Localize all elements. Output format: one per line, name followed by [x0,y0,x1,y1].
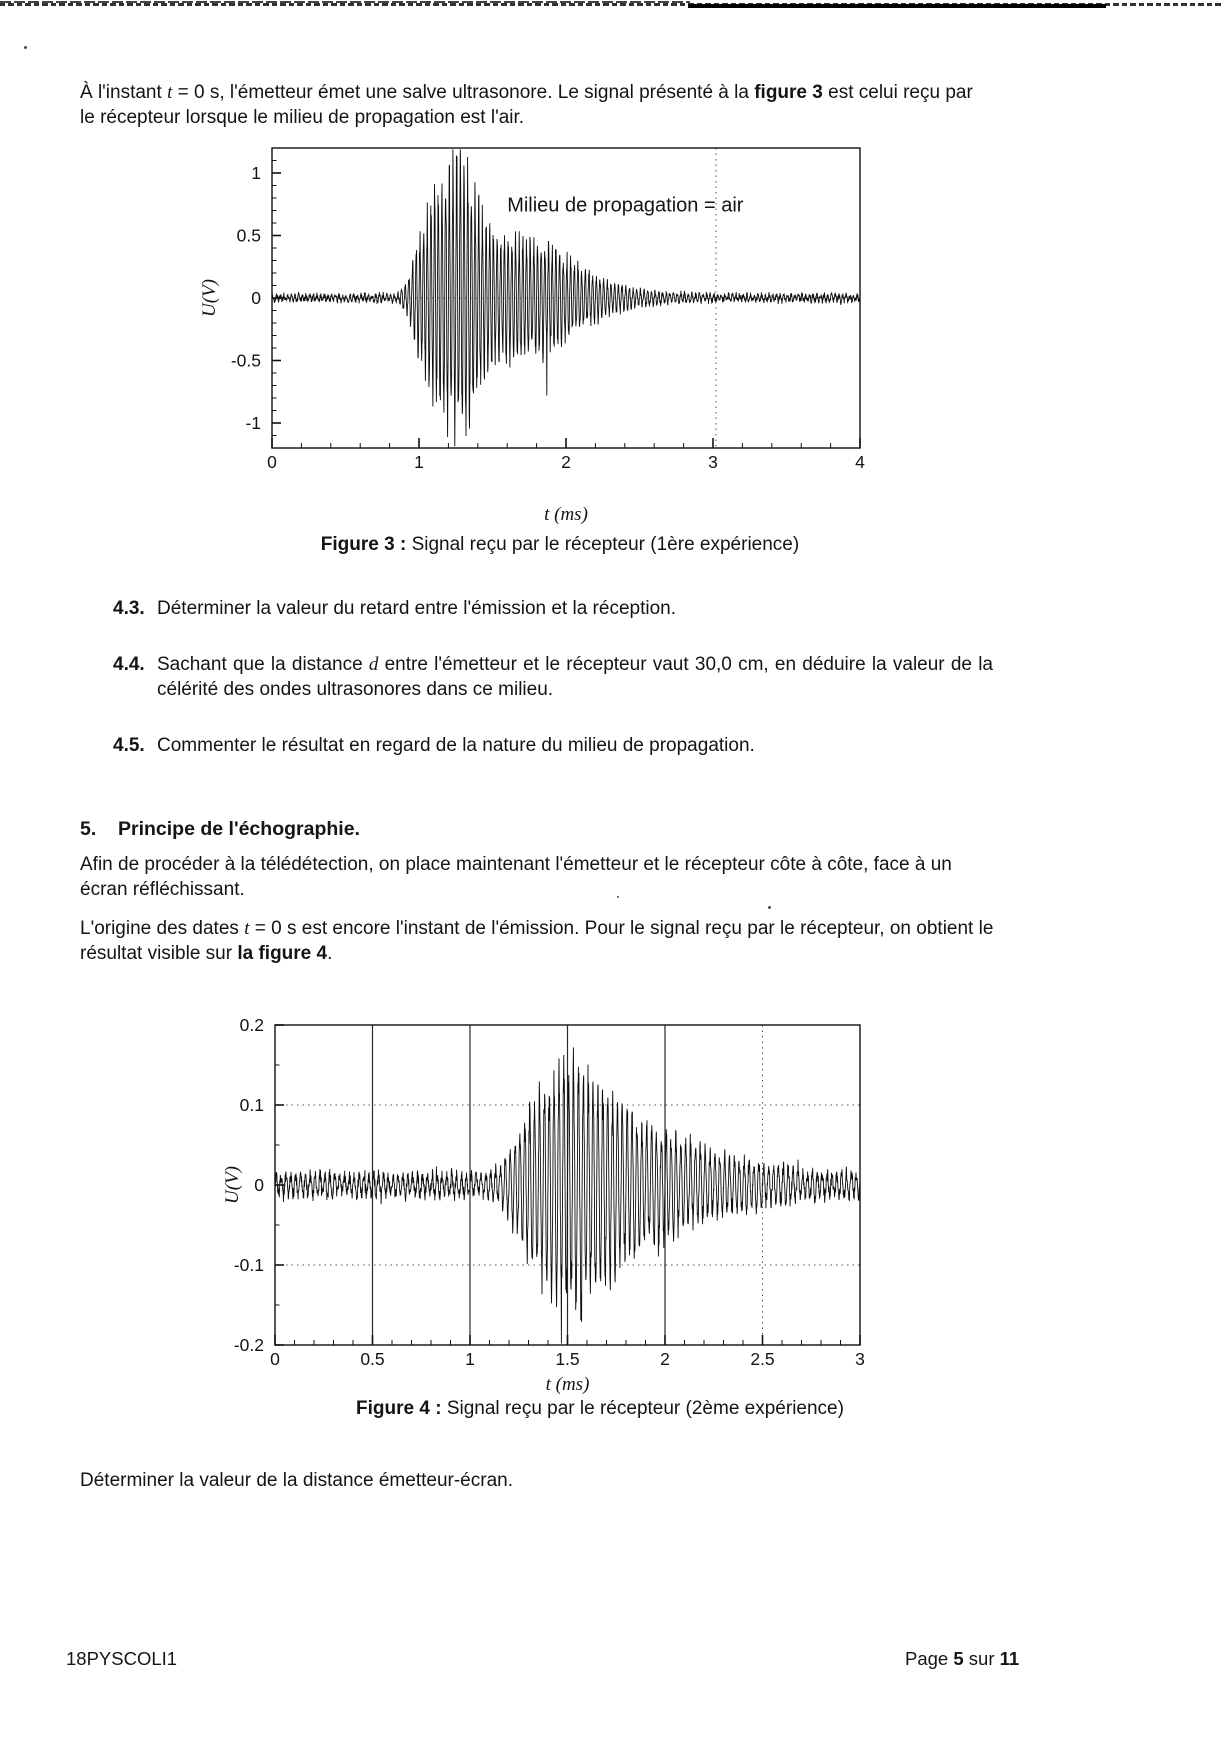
y-tick-label: -0.1 [234,1255,264,1275]
section5-para2: L'origine des dates t = 0 s est encore l… [80,918,994,964]
section5-para1: Afin de procéder à la télédétection, on … [80,854,952,900]
y-tick-label: -0.5 [231,351,261,371]
annotation-label: Milieu de propagation = air [507,194,744,216]
variable-t: t [244,918,250,939]
y-tick-label: 0 [254,1175,264,1195]
figure4-caption: Figure 4 : Signal reçu par le récepteur … [356,1398,844,1419]
x-tick-label: 0 [267,452,277,472]
question-text: Sachant que la distance d entre l'émette… [157,654,993,700]
y-tick-label: -1 [245,413,261,433]
x-tick-label: 1.5 [555,1349,579,1369]
scan-speck [768,906,771,909]
figure4-chart: 0 0.5 1 1.5 2 2.5 3 0.2 0.1 0 -0.1 -0.2 t (ms) U(V) [222,1018,865,1395]
waveform-signal [274,1047,861,1344]
x-tick-label: 2 [660,1349,670,1369]
x-tick-label: 0 [270,1349,280,1369]
scan-speck [24,46,27,49]
y-tick-label: 0 [251,288,261,308]
figure3-reference: figure 3 [754,82,823,103]
x-tick-label: 0.5 [360,1349,384,1369]
question-text: Commenter le résultat en regard de la na… [157,735,755,756]
section-title: Principe de l'échographie. [118,818,360,840]
footer-page-number: Page 5 sur 11 [905,1648,1020,1669]
y-tick-label: -0.2 [234,1335,264,1355]
x-axis-label: t (ms) [544,504,588,525]
question-number: 4.5. [113,735,145,756]
y-axis-label: U(V) [199,279,220,317]
question-text: Déterminer la valeur du retard entre l'é… [157,598,676,619]
waveform-signal [271,149,861,447]
x-tick-label: 1 [414,452,424,472]
footer-document-code: 18PYSCOLI1 [66,1648,178,1669]
x-tick-label: 3 [708,452,718,472]
figure4-reference: la figure 4 [237,943,328,964]
y-tick-label: 1 [251,163,261,183]
intro-paragraph: À l'instant t = 0 s, l'émetteur émet une… [80,82,973,128]
x-tick-label: 4 [855,452,865,472]
questions-block: 4.3. Déterminer la valeur du retard entr… [113,596,993,789]
figure3-chart: 0 1 2 3 4 1 0.5 0 -0.5 -1 t (ms) U(V) Milieu de prop… [199,147,865,525]
variable-d: d [368,654,379,675]
y-tick-label: 0.2 [240,1018,264,1035]
x-tick-label: 2.5 [750,1349,774,1369]
x-tick-label: 3 [855,1349,865,1369]
question-4-3: 4.3. Déterminer la valeur du retard entr… [113,596,993,621]
section5-heading: 5. Principe de l'échographie. [80,818,980,841]
figure3-caption: Figure 3 : Signal reçu par le récepteur … [320,534,800,555]
section-number: 5. [80,818,97,840]
scan-speck [617,896,619,898]
question-4-5: 4.5. Commenter le résultat en regard de … [113,733,993,758]
x-tick-label: 2 [561,452,571,472]
y-tick-label: 0.5 [237,226,261,246]
y-axis-label: U(V) [222,1166,243,1204]
y-tick-label: 0.1 [240,1095,264,1115]
question-4-4: 4.4. Sachant que la distance d entre l'é… [113,652,993,702]
question-number: 4.4. [113,654,145,675]
x-tick-label: 1 [465,1349,475,1369]
closing-instruction: Déterminer la valeur de la distance émet… [80,1470,513,1491]
variable-t: t [167,82,173,103]
x-axis-label: t (ms) [546,1374,590,1395]
question-number: 4.3. [113,598,145,619]
